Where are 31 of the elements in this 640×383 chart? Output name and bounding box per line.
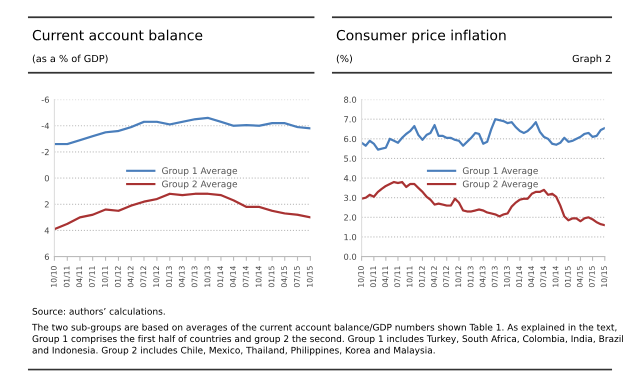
y-tick-label: 2: [44, 201, 49, 208]
y-tick-label: 4: [44, 228, 50, 234]
y-tick-label: 3.0: [344, 194, 356, 202]
y-tick-label: -2: [42, 148, 49, 156]
legend-label: Group 2 Average: [462, 180, 538, 190]
y-tick-label: 0.0: [344, 254, 356, 260]
line-series: [54, 192, 310, 230]
y-tick-label: 7.0: [344, 116, 356, 122]
legend-label: Group 2 Average: [162, 180, 238, 190]
y-tick-label: 8.0: [344, 96, 356, 103]
chart-subtitle: (as a % of GDP): [32, 54, 108, 64]
y-tick-label: 1.0: [344, 234, 356, 240]
chart-title: Current account balance: [32, 30, 202, 40]
y-tick-label: 4.0: [344, 175, 356, 182]
legend-label: Group 1 Average: [162, 167, 238, 176]
y-tick-label: -6: [42, 96, 50, 103]
y-tick-label: -4: [42, 122, 50, 129]
y-tick-label: 6.0: [344, 136, 356, 142]
chart-subtitle: (%): [336, 54, 352, 64]
text: The two sub-groups are based on averages of the current account balance/GDP numbers shown Table 1. As explained in the text, Group 1 comprises the first half of countries and group 2 the second. Group 1 includes Turkey, South Africa, Colombia, India, Brazil and Indonesia. Group 2 includes Chile, Mexico, Thailand, Philippines, Korea and Malaysia.: [32, 324, 623, 356]
y-tick-label: 5.0: [344, 155, 356, 162]
line-series: [362, 180, 605, 226]
legend-label: Group 1 Average: [462, 167, 538, 176]
chart-title: Consumer price inflation: [336, 30, 506, 44]
y-tick-label: 0: [44, 175, 49, 182]
source-note: Source: authors’ calculations.: [32, 308, 165, 315]
line-series: [362, 118, 605, 151]
y-tick-label: 2.0: [344, 214, 356, 221]
line-series: [54, 116, 310, 146]
caption: Graph 2: [572, 54, 610, 64]
y-tick-label: 6: [44, 254, 50, 260]
